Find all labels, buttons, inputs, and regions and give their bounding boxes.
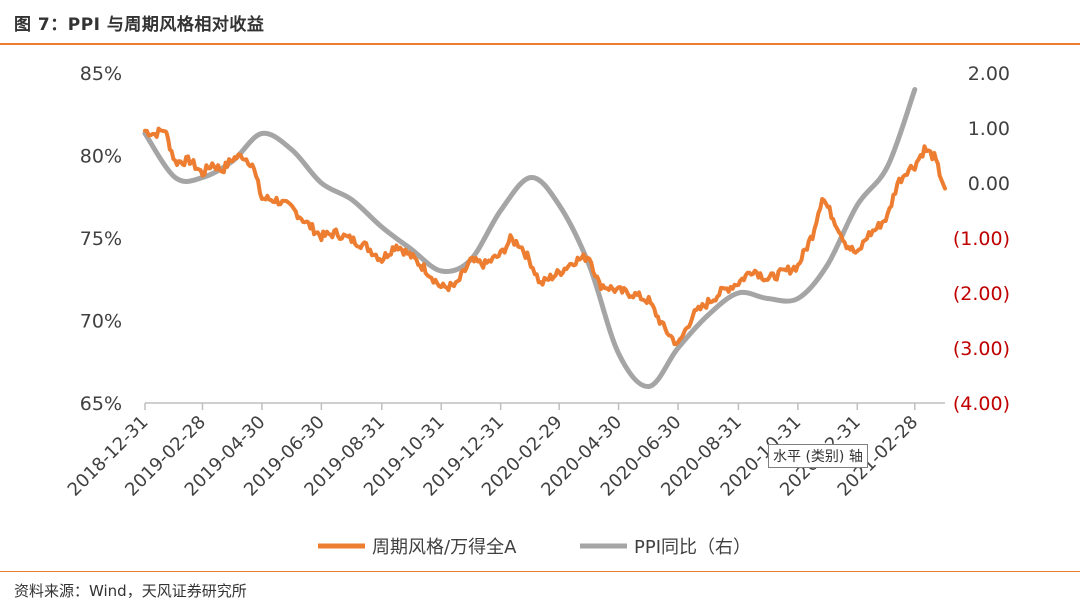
series-line-cyclical-ratio[interactable] <box>143 126 947 347</box>
y-right-tick-label: (2.00) <box>953 283 1010 305</box>
y-left-tick-label: 80% <box>80 146 122 168</box>
plot-area <box>142 87 947 389</box>
legend-label-series-1[interactable]: 周期风格/万得全A <box>372 537 517 558</box>
series-line-ppi-yoy[interactable] <box>142 87 918 389</box>
y-right-tick-label: (3.00) <box>953 338 1010 360</box>
figure-title: 图 7：PPI 与周期风格相对收益 <box>14 15 265 35</box>
title-divider <box>0 43 1080 45</box>
source-note: 资料来源：Wind，天风证券研究所 <box>14 582 247 600</box>
y-right-tick-label: (4.00) <box>953 393 1010 415</box>
y-left-tick-label: 65% <box>80 393 122 415</box>
footer-divider <box>0 571 1080 572</box>
legend: 周期风格/万得全A PPI同比（右） <box>318 537 751 558</box>
y-right-tick-label: 2.00 <box>968 63 1010 85</box>
y-left-tick-label: 70% <box>80 311 122 333</box>
axis-tooltip: 水平 (类别) 轴 <box>768 444 868 468</box>
y-axis-right: (4.00) (3.00) (2.00) (1.00) 0.00 1.00 2.00 <box>953 63 1010 415</box>
y-right-tick-label: 0.00 <box>968 173 1010 195</box>
y-right-tick-label: 1.00 <box>968 118 1010 140</box>
legend-label-series-2[interactable]: PPI同比（右） <box>634 537 751 558</box>
y-axis-left: 65% 70% 75% 80% 85% <box>80 63 122 415</box>
y-left-tick-label: 75% <box>80 228 122 250</box>
y-right-tick-label: (1.00) <box>953 228 1010 250</box>
y-left-tick-label: 85% <box>80 63 122 85</box>
